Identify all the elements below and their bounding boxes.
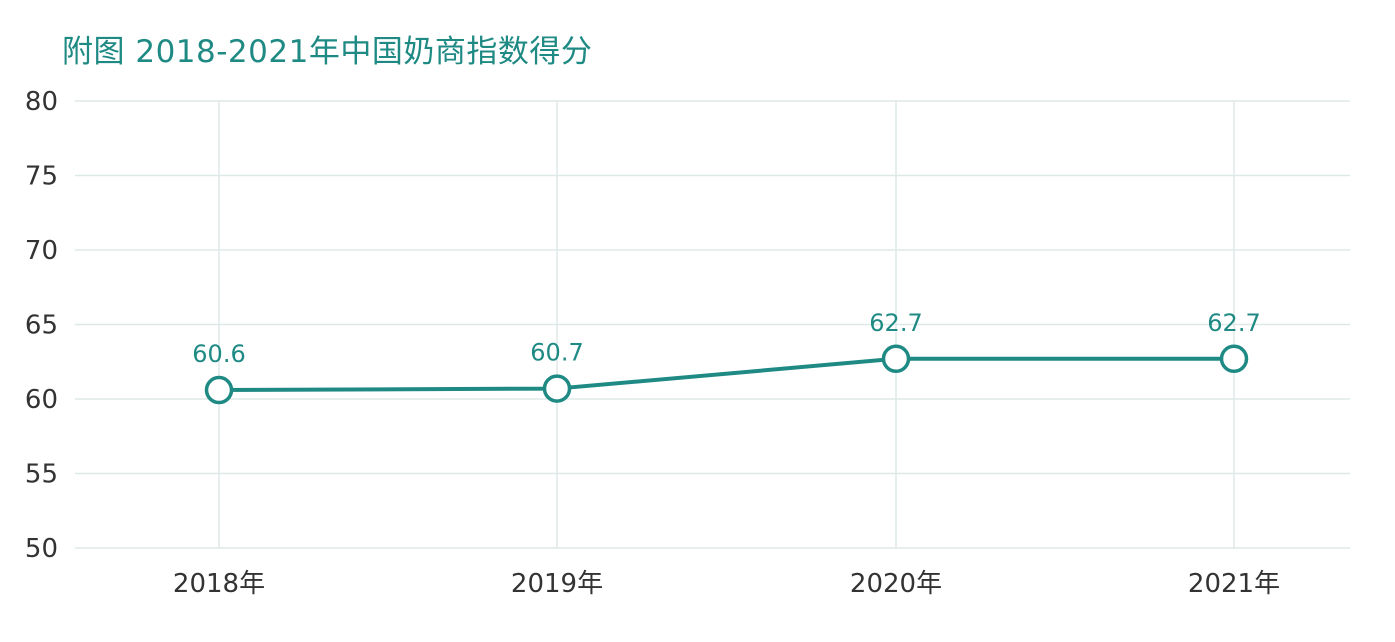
x-tick-label: 2019年 (511, 569, 603, 599)
series-line (218, 356, 1234, 393)
data-point (542, 374, 572, 403)
chart-title: 附图 2018-2021年中国奶商指数得分 (62, 34, 593, 70)
x-axis-ticks: 2018年 2019年 2020年 2021年 (173, 569, 1280, 599)
data-point (1219, 344, 1249, 374)
data-point (881, 344, 911, 374)
series-line-layer (218, 356, 1234, 393)
data-label: 62.7 (869, 309, 922, 337)
data-labels: 60.6 60.7 62.7 62.7 (192, 309, 1260, 368)
grid-lines (75, 100, 1350, 549)
y-tick-label: 60 (25, 385, 58, 415)
data-label: 62.7 (1207, 309, 1260, 337)
y-tick-label: 55 (25, 460, 58, 490)
y-tick-label: 75 (25, 162, 58, 192)
x-tick-label: 2018年 (173, 569, 265, 599)
data-point (204, 375, 234, 405)
data-point-markers (204, 344, 1249, 405)
y-tick-label: 65 (25, 311, 58, 341)
data-label: 60.6 (192, 340, 245, 368)
x-tick-label: 2021年 (1188, 569, 1280, 599)
y-tick-label: 50 (25, 534, 58, 564)
data-label: 60.7 (530, 339, 583, 367)
x-tick-label: 2020年 (850, 569, 942, 599)
y-axis-ticks: 50 55 60 65 70 75 80 (25, 87, 58, 564)
y-tick-label: 80 (25, 87, 58, 117)
y-tick-label: 70 (25, 236, 58, 266)
